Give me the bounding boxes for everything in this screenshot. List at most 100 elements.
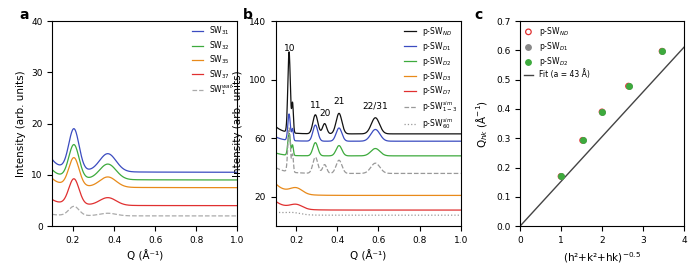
SW$_{32}$ [81, 174, 89, 177]
p-SW$_{D7}$ [416, 209, 424, 212]
SW$_1^{wat}$ [132, 214, 140, 218]
Y-axis label: Q$_{hk}$ (Å$^{-1}$): Q$_{hk}$ (Å$^{-1}$) [475, 100, 491, 148]
SW$_{37}$ [132, 204, 140, 207]
p-SW$_{D7}$ [399, 209, 407, 212]
p-SW$_{D1}$ [456, 140, 465, 143]
SW$_{31}$ [158, 170, 166, 174]
p-SW$_{D2}$ [272, 151, 280, 154]
SW$_{37}$ [158, 204, 166, 207]
p-SW$_{D2}$ [416, 154, 424, 158]
p-SW$_{D1}$ [272, 135, 280, 138]
SW$_{31}$ [188, 171, 196, 174]
SW$_{32}$ [70, 143, 78, 146]
SW$_{37}$ [48, 198, 57, 201]
p-SW$_{D3}$ [346, 194, 355, 197]
SW$_{32}$ [48, 168, 57, 171]
p-SW$_{D2}$ [577, 138, 588, 143]
SW$_{31}$ [81, 165, 89, 169]
Line: SW$_{32}$: SW$_{32}$ [52, 145, 237, 180]
Fit (a = 43 Å) [526, 214, 534, 217]
p-SW$_{1-3}^{sim}$ [416, 172, 424, 175]
p-SW$_{D1}$ [399, 140, 407, 143]
p-SW$_{D1}$ [416, 140, 424, 143]
SW$_{35}$ [70, 156, 78, 159]
SW$_{31}$ [96, 158, 105, 161]
p-SW$_{ND}$ [456, 132, 465, 135]
p-SW$_{D3}$ [399, 194, 407, 197]
SW$_{32}$ [158, 178, 166, 181]
SW$_{37}$ [188, 204, 196, 207]
p-SW$_{60}^{sim}$ [290, 211, 299, 214]
p-SW$_{1-3}^{sim}$ [399, 172, 407, 175]
Text: 22/31: 22/31 [362, 102, 388, 110]
Text: 21: 21 [334, 97, 345, 106]
p-SW$_{60}^{sim}$ [346, 214, 355, 217]
Text: a: a [19, 8, 29, 22]
p-SW$_{ND}$ [399, 132, 407, 135]
p-SW$_{ND}$ [419, 132, 428, 135]
p-SW$_{D1}$ [657, 49, 668, 53]
p-SW$_{D1}$ [623, 84, 634, 88]
p-SW$_{D3}$ [272, 182, 280, 185]
SW$_{35}$ [81, 183, 89, 186]
SW$_1^{wat}$ [233, 214, 242, 218]
p-SW$_{ND}$ [596, 110, 607, 114]
p-SW$_{D7}$ [272, 200, 280, 203]
p-SW$_{ND}$ [290, 131, 299, 134]
Fit (a = 43 Å) [680, 45, 688, 49]
p-SW$_{60}^{sim}$ [419, 214, 427, 217]
Line: p-SW$_{D2}$: p-SW$_{D2}$ [276, 133, 461, 156]
p-SW$_{D3}$ [290, 186, 299, 189]
X-axis label: Q (Å⁻¹): Q (Å⁻¹) [127, 250, 163, 262]
SW$_{32}$ [132, 178, 140, 181]
Text: 10: 10 [284, 44, 295, 53]
p-SW$_{D3}$ [456, 194, 465, 197]
p-SW$_{D1}$ [346, 140, 355, 143]
p-SW$_{ND}$ [416, 132, 424, 135]
Line: p-SW$_{60}^{sim}$: p-SW$_{60}^{sim}$ [276, 212, 461, 215]
p-SW$_{D2}$ [290, 154, 299, 157]
Fit (a = 43 Å) [516, 225, 524, 228]
SW$_{35}$ [48, 177, 57, 180]
p-SW$_{60}^{sim}$ [399, 214, 407, 217]
Y-axis label: Intensity (arb. units): Intensity (arb. units) [233, 70, 243, 177]
Line: SW$_{31}$: SW$_{31}$ [52, 129, 237, 172]
p-SW$_{D3}$ [416, 194, 424, 197]
Legend: SW$_{31}$, SW$_{32}$, SW$_{35}$, SW$_{37}$, SW$_1^{wat}$: SW$_{31}$, SW$_{32}$, SW$_{35}$, SW$_{37… [191, 25, 234, 97]
SW$_{37}$ [81, 201, 89, 204]
SW$_{37}$ [172, 204, 180, 207]
p-SW$_{ND}$ [577, 138, 588, 143]
Text: 20: 20 [319, 109, 330, 118]
Line: p-SW$_{D7}$: p-SW$_{D7}$ [276, 201, 461, 210]
p-SW$_{ND}$ [353, 132, 362, 135]
SW$_{32}$ [188, 178, 196, 181]
p-SW$_{D7}$ [346, 209, 355, 212]
p-SW$_{D1}$ [290, 139, 299, 142]
Legend: p-SW$_{ND}$, p-SW$_{D1}$, p-SW$_{D2}$, Fit (a = 43 Å): p-SW$_{ND}$, p-SW$_{D1}$, p-SW$_{D2}$, F… [524, 25, 590, 79]
p-SW$_{1-3}^{sim}$ [456, 172, 465, 175]
SW$_{35}$ [233, 186, 242, 189]
SW$_{35}$ [132, 186, 140, 189]
p-SW$_{60}^{sim}$ [416, 214, 424, 217]
SW$_{37}$ [96, 199, 105, 202]
Fit (a = 43 Å) [560, 177, 568, 180]
SW$_1^{wat}$ [158, 214, 166, 218]
Line: SW$_{35}$: SW$_{35}$ [52, 158, 237, 188]
p-SW$_{1-3}^{sim}$ [346, 172, 355, 175]
p-SW$_{D1}$ [556, 174, 567, 179]
SW$_{31}$ [70, 127, 78, 130]
Fit (a = 43 Å) [671, 55, 680, 58]
p-SW$_{D1}$ [419, 140, 428, 143]
p-SW$_{1-3}^{sim}$ [272, 166, 280, 169]
Y-axis label: Intensity (arb. units): Intensity (arb. units) [15, 70, 26, 177]
SW$_1^{wat}$ [188, 214, 196, 218]
p-SW$_{D2}$ [456, 154, 465, 158]
SW$_{37}$ [70, 177, 78, 180]
p-SW$_{D2}$ [556, 174, 567, 179]
Fit (a = 43 Å) [666, 61, 674, 64]
p-SW$_{1-3}^{sim}$ [285, 126, 293, 129]
p-SW$_{D7}$ [290, 203, 299, 206]
SW$_{35}$ [158, 186, 166, 189]
p-SW$_{D3}$ [353, 194, 362, 197]
p-SW$_{1-3}^{sim}$ [290, 170, 299, 174]
